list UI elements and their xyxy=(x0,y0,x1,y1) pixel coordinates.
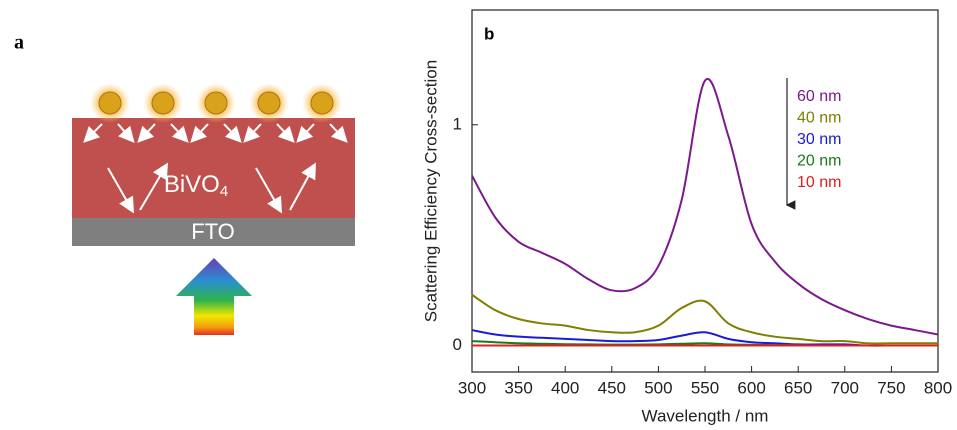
legend-entry: 30 nm xyxy=(797,131,841,148)
legend-entry: 40 nm xyxy=(797,110,841,127)
x-axis-label: Wavelength / nm xyxy=(642,406,769,425)
x-tick-label: 650 xyxy=(784,378,812,397)
series-line xyxy=(471,293,938,345)
light-arrow xyxy=(176,258,252,335)
x-tick-label: 800 xyxy=(924,378,952,397)
x-tick-label: 500 xyxy=(644,378,672,397)
panel-label: b xyxy=(484,24,494,43)
bivo4-label: BiVO4 xyxy=(164,171,228,200)
x-tick-label: 600 xyxy=(737,378,765,397)
x-tick-label: 700 xyxy=(831,378,859,397)
fto-layer xyxy=(72,218,355,246)
legend-entry: 20 nm xyxy=(797,153,841,170)
x-tick-label: 450 xyxy=(598,378,626,397)
x-tick-label: 400 xyxy=(551,378,579,397)
scatter-arrows xyxy=(83,123,348,214)
legend-entry: 60 nm xyxy=(797,88,841,105)
y-tick-label: 0 xyxy=(453,335,462,354)
x-tick-label: 300 xyxy=(458,378,486,397)
particles xyxy=(90,83,342,123)
legend-entry: 10 nm xyxy=(797,174,841,191)
panel-b: b Wavelength / nm Scattering Efficiency … xyxy=(421,9,952,425)
plot-frame xyxy=(471,9,939,373)
y-tick-label: 1 xyxy=(453,114,462,133)
panel-label: a xyxy=(14,32,24,54)
panel-a: a BiVO4 FTO xyxy=(14,32,355,335)
x-tick-label: 750 xyxy=(877,378,905,397)
fto-label: FTO xyxy=(191,219,235,244)
y-axis-label: Scattering Efficiency Cross-section xyxy=(421,60,440,322)
x-tick-label: 550 xyxy=(691,378,719,397)
x-tick-label: 350 xyxy=(504,378,532,397)
series-line xyxy=(471,77,939,336)
